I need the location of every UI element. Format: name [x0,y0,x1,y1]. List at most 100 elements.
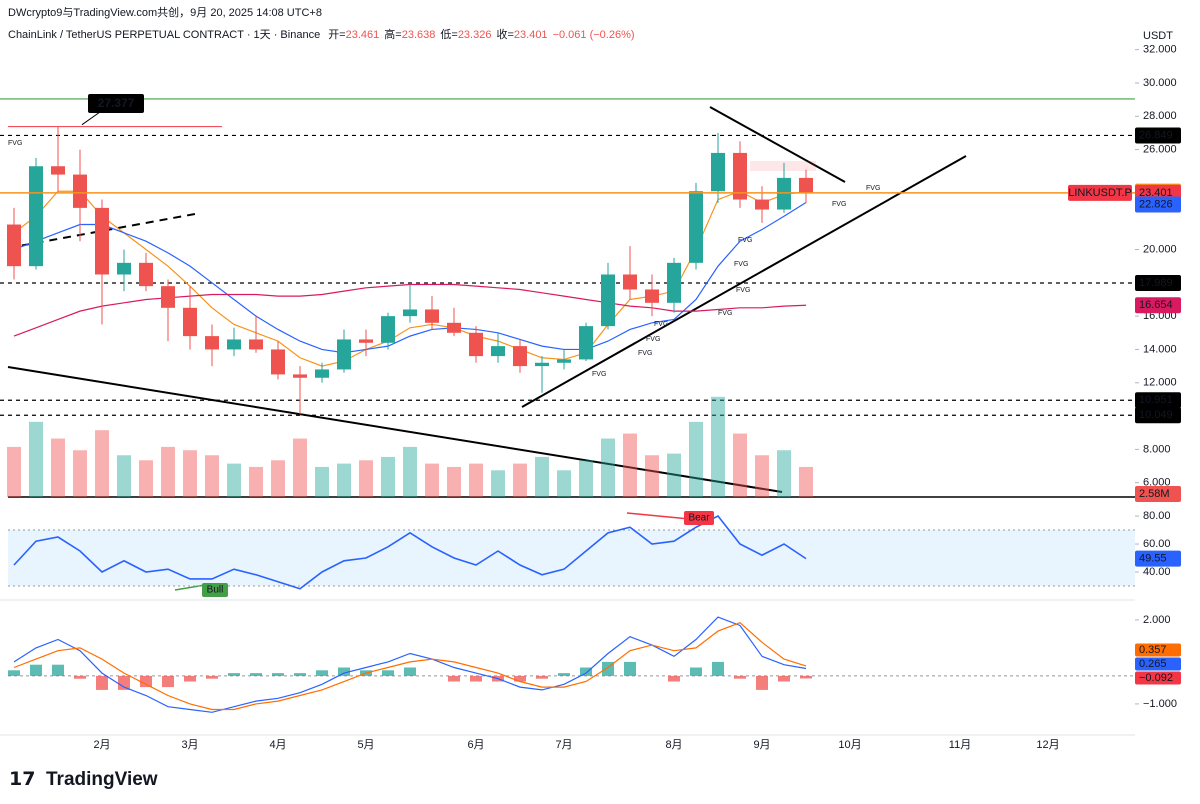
symbol-line: ChainLink / TetherUS PERPETUAL CONTRACT … [8,27,635,41]
ohlc-value: 23.326 [458,29,492,41]
volume-bar [513,463,527,497]
candle-body [51,166,65,175]
macd-histogram-bar [624,661,636,676]
candle-body [29,166,43,267]
volume-bar [601,438,615,497]
volume-bar [161,446,175,497]
credit: DWcrypto9与TradingView.com共创，9月 20, 2025 … [8,6,322,19]
moving-average [13,201,807,354]
candle-body [491,346,505,357]
price-tag-label: 10.951 [1139,394,1173,406]
currency: USDT [1143,30,1173,42]
candle-body [403,309,417,317]
candle-body [711,152,725,192]
x-tick-label: 7月 [555,739,572,751]
volume-bar [359,460,373,497]
trendline [7,366,783,493]
volume-bar [403,446,417,497]
candle-body [249,339,263,350]
volume-bar [777,450,791,497]
macd-histogram-bar [272,673,284,676]
ohlc-label: 开= [328,29,345,41]
volume-bar [7,446,21,497]
symbol-box [1068,184,1132,201]
price-tag [1135,407,1181,424]
x-tick-label: 10月 [838,739,861,751]
x-tick-label: 6月 [467,739,484,751]
macd-histogram-bar [536,675,548,679]
fvg-label: FVG [592,371,606,378]
rsi-line [13,515,807,590]
candle-body [799,177,813,193]
candle-body [315,369,329,378]
candle-body [535,362,549,367]
volume-bar [337,463,351,497]
fvg-label: FVG [718,310,732,317]
price-tag [1135,297,1181,314]
macd-histogram-bar [690,667,702,676]
price-tag [1135,486,1181,502]
y-tick-label: 20.000 [1143,243,1177,255]
fvg-label: FVG [738,237,752,244]
macd-histogram-bar [558,673,570,676]
ohlc-value: 23.401 [514,29,548,41]
macd-histogram-bar [162,675,174,688]
candle-body [95,207,109,275]
price-tag [1135,196,1181,213]
volume-bar [799,466,813,497]
fvg-label: FVG [654,321,668,328]
volume-bar [469,463,483,497]
candle-body [777,177,791,210]
volume-bar [293,438,307,497]
fvg-label: FVG [646,336,660,343]
price-tag [1135,275,1181,292]
candle-body [667,262,681,303]
macd-histogram-bar [470,675,482,682]
x-tick-label: 11月 [949,739,971,751]
macd-histogram-bar [118,675,130,690]
x-tick-label: 4月 [269,739,286,751]
price-tag-label: 0.265 [1139,658,1167,670]
y-tick-label: −1.000 [1143,698,1177,710]
volume-bar [535,456,549,497]
candle-body [183,307,197,337]
volume-bar [183,450,197,497]
macd-histogram-bar [404,667,416,676]
price-tag-label: 10.049 [1139,409,1173,421]
price-tag [1135,392,1181,409]
y-tick-label: 32.000 [1143,44,1177,56]
ohlc-value: 23.638 [402,29,436,41]
x-tick-label: 5月 [357,739,374,751]
bear-box [684,511,714,525]
candle-body [381,316,395,343]
signal-line [13,621,807,711]
price-tag-label: 0.357 [1139,644,1167,656]
price-tag [1135,550,1181,567]
volume-bar [755,455,769,497]
price-tag-label: −0.092 [1139,672,1173,684]
bear-label: Bear [688,513,710,524]
fvg-label: FVG [736,287,750,294]
price-tag-label: 26.849 [1139,129,1173,141]
macd-histogram-bar [74,675,86,679]
candle-body [601,274,615,327]
x-tick-label: 9月 [753,739,770,751]
y-tick-label: 8.000 [1143,443,1171,455]
volume-bar [51,438,65,497]
ohlc-label: 收= [496,27,513,41]
candle-body [337,339,351,370]
candle-body [689,191,703,263]
brand-logo: 𝟭𝟳 [9,769,35,790]
candle-body [271,349,285,375]
macd-histogram-bar [668,675,680,682]
x-tick-label: 2月 [93,739,110,751]
trendline [521,155,967,408]
candle-body [755,199,769,210]
last-price-label: 23.401 [1139,187,1173,199]
candle-body [139,262,153,287]
volume-bar [205,455,219,497]
brand: TradingView [46,769,158,790]
candle-body [161,286,175,308]
macd-histogram-bar [52,664,64,676]
macd-histogram-bar [294,673,306,676]
